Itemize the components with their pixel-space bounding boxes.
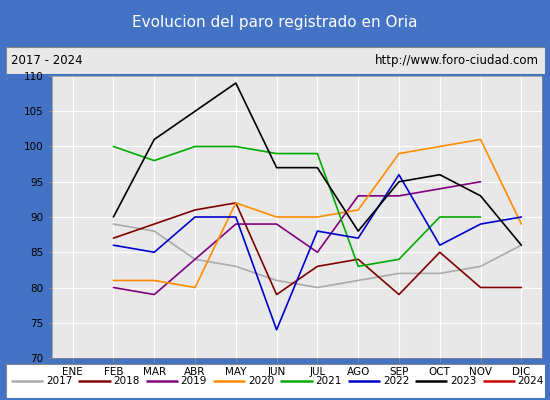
- Text: 2021: 2021: [316, 376, 342, 386]
- Text: Evolucion del paro registrado en Oria: Evolucion del paro registrado en Oria: [132, 16, 418, 30]
- Text: 2020: 2020: [248, 376, 274, 386]
- Text: 2018: 2018: [113, 376, 140, 386]
- Text: http://www.foro-ciudad.com: http://www.foro-ciudad.com: [375, 54, 539, 67]
- Text: 2017 - 2024: 2017 - 2024: [11, 54, 82, 67]
- Text: 2019: 2019: [180, 376, 207, 386]
- Text: 2024: 2024: [518, 376, 544, 386]
- Text: 2023: 2023: [450, 376, 476, 386]
- Text: 2017: 2017: [46, 376, 72, 386]
- Text: 2022: 2022: [383, 376, 409, 386]
